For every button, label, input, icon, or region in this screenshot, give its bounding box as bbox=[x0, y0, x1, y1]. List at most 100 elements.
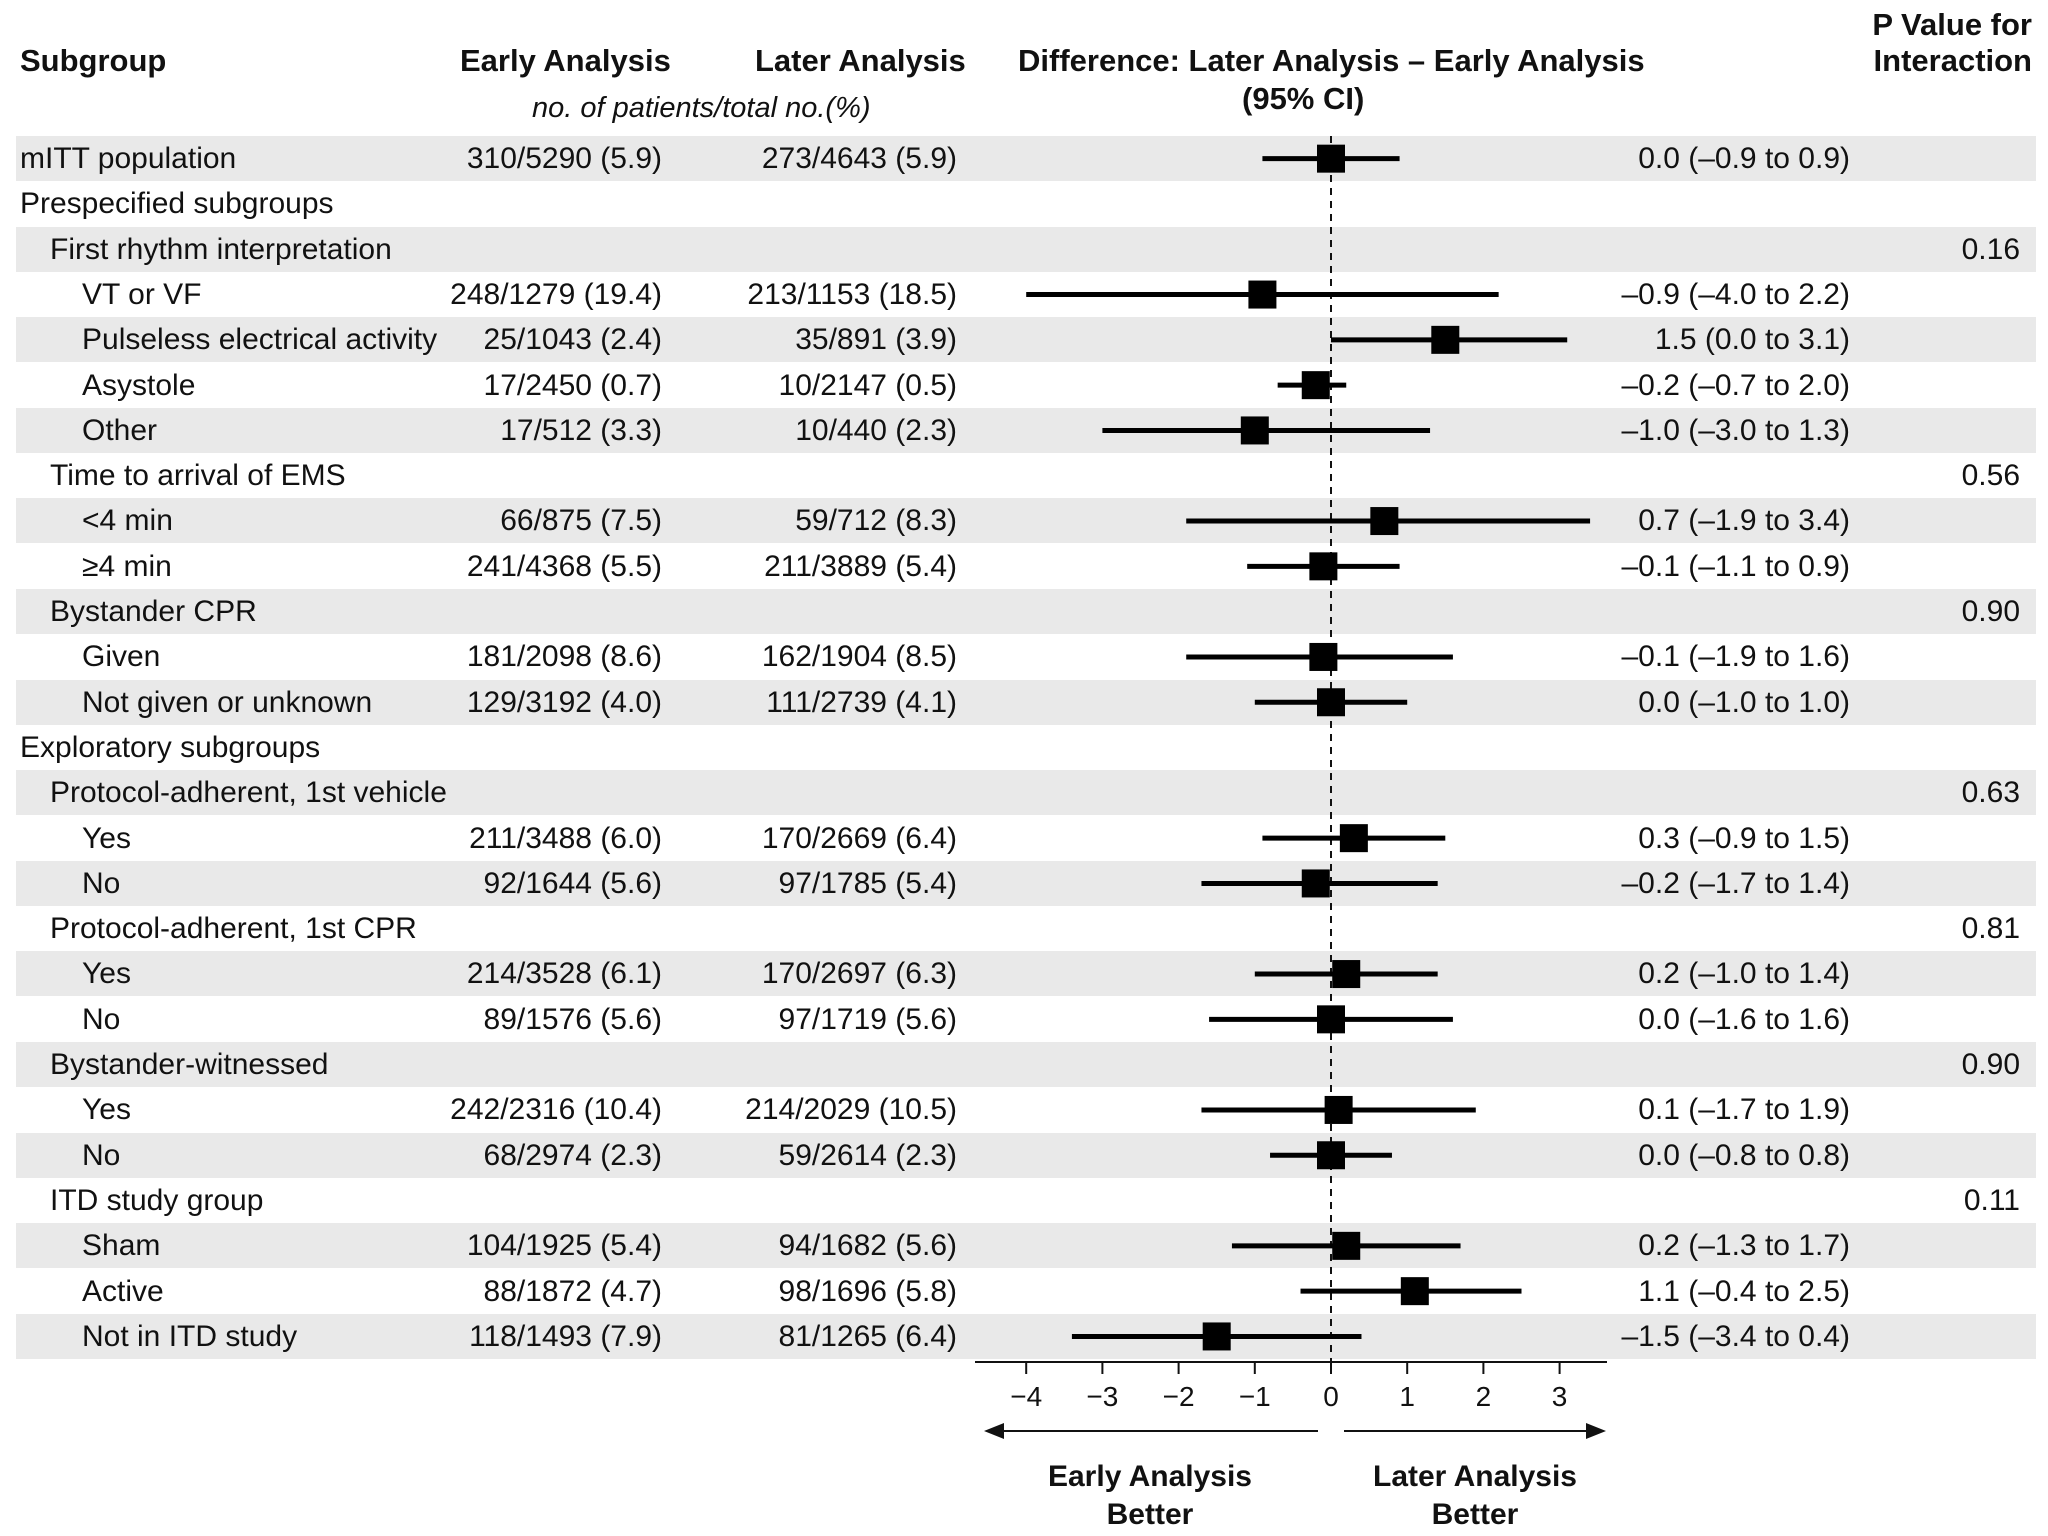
later-analysis-value: 81/1265 (6.4) bbox=[778, 1319, 957, 1353]
early-analysis-value: 181/2098 (8.6) bbox=[466, 640, 662, 674]
early-analysis-value: 17/2450 (0.7) bbox=[483, 368, 662, 402]
early-analysis-value: 66/875 (7.5) bbox=[500, 504, 662, 538]
header-units: no. of patients/total no.(%) bbox=[532, 92, 871, 124]
later-better-label: Better bbox=[1432, 1498, 1519, 1531]
x-tick-label: 2 bbox=[1476, 1381, 1492, 1412]
row-band bbox=[16, 1132, 2036, 1178]
later-analysis-value: 273/4643 (5.9) bbox=[761, 142, 957, 175]
subgroup-label: First rhythm interpretation bbox=[50, 232, 392, 266]
header-early: Early Analysis bbox=[460, 43, 671, 78]
early-analysis-value: 25/1043 (2.4) bbox=[483, 323, 662, 357]
subgroup-label: Protocol-adherent, 1st vehicle bbox=[50, 776, 447, 810]
subgroup-label: VT or VF bbox=[82, 277, 202, 311]
later-analysis-value: 59/2614 (2.3) bbox=[778, 1138, 957, 1172]
subgroup-label: Given bbox=[82, 640, 161, 674]
point-estimate bbox=[1240, 416, 1269, 445]
difference-ci-value: 0.2 (–1.0 to 1.4) bbox=[1638, 957, 1850, 991]
header-pvalue-line1: P Value for bbox=[1872, 7, 2032, 42]
x-tick-label: −1 bbox=[1239, 1381, 1271, 1412]
row-band bbox=[16, 498, 2036, 544]
p-value-interaction: 0.11 bbox=[1963, 1183, 2020, 1217]
header-ci: (95% CI) bbox=[1242, 81, 1365, 116]
early-analysis-value: 118/1493 (7.9) bbox=[469, 1319, 662, 1353]
x-tick-label: −3 bbox=[1086, 1381, 1118, 1412]
later-analysis-value: 170/2669 (6.4) bbox=[761, 821, 957, 855]
subgroup-label: Sham bbox=[82, 1229, 161, 1263]
subgroup-label: mITT population bbox=[20, 142, 237, 175]
row-band bbox=[16, 770, 2036, 816]
subgroup-label: ≥4 min bbox=[82, 549, 172, 583]
row-band bbox=[16, 679, 2036, 725]
difference-ci-value: –0.2 (–0.7 to 2.0) bbox=[1621, 368, 1851, 402]
header-difference: Difference: Later Analysis – Early Analy… bbox=[1018, 43, 1645, 78]
row-band bbox=[16, 1223, 2036, 1269]
later-analysis-value: 211/3889 (5.4) bbox=[764, 549, 957, 583]
subgroup-label: Not in ITD study bbox=[82, 1319, 298, 1353]
row-band bbox=[16, 860, 2036, 906]
difference-ci-value: 1.1 (–0.4 to 2.5) bbox=[1638, 1274, 1850, 1308]
subgroup-label: Prespecified subgroups bbox=[20, 187, 334, 221]
early-analysis-value: 241/4368 (5.5) bbox=[466, 549, 662, 583]
difference-ci-value: 0.1 (–1.7 to 1.9) bbox=[1638, 1093, 1850, 1127]
difference-ci-value: 0.0 (–1.0 to 1.0) bbox=[1638, 685, 1850, 719]
p-value-interaction: 0.16 bbox=[1961, 232, 2020, 266]
point-estimate bbox=[1309, 552, 1338, 581]
point-estimate bbox=[1332, 1231, 1361, 1260]
left-arrowhead-icon bbox=[984, 1423, 1004, 1439]
subgroup-label: Active bbox=[82, 1274, 164, 1308]
p-value-interaction: 0.63 bbox=[1961, 776, 2020, 810]
p-value-interaction: 0.56 bbox=[1961, 459, 2020, 493]
subgroup-label: Bystander CPR bbox=[50, 595, 257, 628]
x-tick-label: −2 bbox=[1163, 1381, 1195, 1412]
p-value-interaction: 0.90 bbox=[1961, 1048, 2020, 1081]
difference-ci-value: –1.0 (–3.0 to 1.3) bbox=[1621, 413, 1851, 447]
point-estimate bbox=[1317, 1141, 1345, 1170]
point-estimate bbox=[1370, 507, 1399, 536]
difference-ci-value: –0.1 (–1.9 to 1.6) bbox=[1621, 640, 1851, 674]
row-band bbox=[16, 317, 2036, 363]
row-band bbox=[16, 136, 2036, 181]
p-value-interaction: 0.81 bbox=[1961, 912, 2020, 946]
early-analysis-value: 92/1644 (5.6) bbox=[483, 866, 662, 900]
point-estimate bbox=[1317, 144, 1345, 173]
subgroup-label: Time to arrival of EMS bbox=[50, 459, 346, 493]
subgroup-label: Exploratory subgroups bbox=[20, 730, 321, 764]
point-estimate bbox=[1332, 960, 1361, 989]
difference-ci-value: 0.0 (–0.9 to 0.9) bbox=[1638, 142, 1850, 175]
x-tick-label: 1 bbox=[1399, 1381, 1415, 1412]
difference-ci-value: –0.1 (–1.1 to 0.9) bbox=[1621, 549, 1851, 583]
header-pvalue-line2: Interaction bbox=[1873, 43, 2032, 78]
difference-ci-value: 0.0 (–0.8 to 0.8) bbox=[1638, 1138, 1850, 1172]
later-analysis-value: 213/1153 (18.5) bbox=[747, 277, 957, 311]
later-analysis-value: 162/1904 (8.5) bbox=[761, 640, 957, 674]
difference-ci-value: 0.0 (–1.6 to 1.6) bbox=[1638, 1002, 1850, 1036]
row-band bbox=[16, 407, 2036, 453]
later-analysis-value: 98/1696 (5.8) bbox=[778, 1274, 957, 1308]
point-estimate bbox=[1202, 1322, 1231, 1351]
point-estimate bbox=[1339, 824, 1368, 853]
later-analysis-value: 59/712 (8.3) bbox=[795, 504, 957, 538]
later-analysis-value: 170/2697 (6.3) bbox=[761, 957, 957, 991]
x-tick-label: −4 bbox=[1010, 1381, 1042, 1412]
early-analysis-value: 211/3488 (6.0) bbox=[469, 821, 662, 855]
x-tick-label: 0 bbox=[1323, 1381, 1339, 1412]
point-estimate bbox=[1317, 1005, 1345, 1034]
subgroup-label: <4 min bbox=[82, 504, 173, 538]
early-analysis-value: 310/5290 (5.9) bbox=[466, 142, 662, 175]
subgroup-label: Asystole bbox=[82, 368, 196, 402]
subgroup-label: No bbox=[82, 1002, 121, 1036]
early-analysis-value: 242/2316 (10.4) bbox=[450, 1093, 662, 1127]
difference-ci-value: –1.5 (–3.4 to 0.4) bbox=[1621, 1319, 1851, 1353]
later-analysis-value: 97/1719 (5.6) bbox=[778, 1002, 957, 1036]
early-analysis-value: 89/1576 (5.6) bbox=[483, 1002, 662, 1036]
later-analysis-value: 214/2029 (10.5) bbox=[745, 1093, 957, 1127]
early-analysis-value: 88/1872 (4.7) bbox=[483, 1274, 662, 1308]
header-later: Later Analysis bbox=[755, 43, 966, 78]
row-band bbox=[16, 951, 2036, 997]
subgroup-label: Yes bbox=[82, 1093, 131, 1127]
subgroup-label: Not given or unknown bbox=[82, 685, 373, 719]
early-better-label: Early Analysis bbox=[1048, 1460, 1252, 1493]
subgroup-label: Yes bbox=[82, 821, 131, 855]
early-analysis-value: 248/1279 (19.4) bbox=[450, 277, 662, 311]
